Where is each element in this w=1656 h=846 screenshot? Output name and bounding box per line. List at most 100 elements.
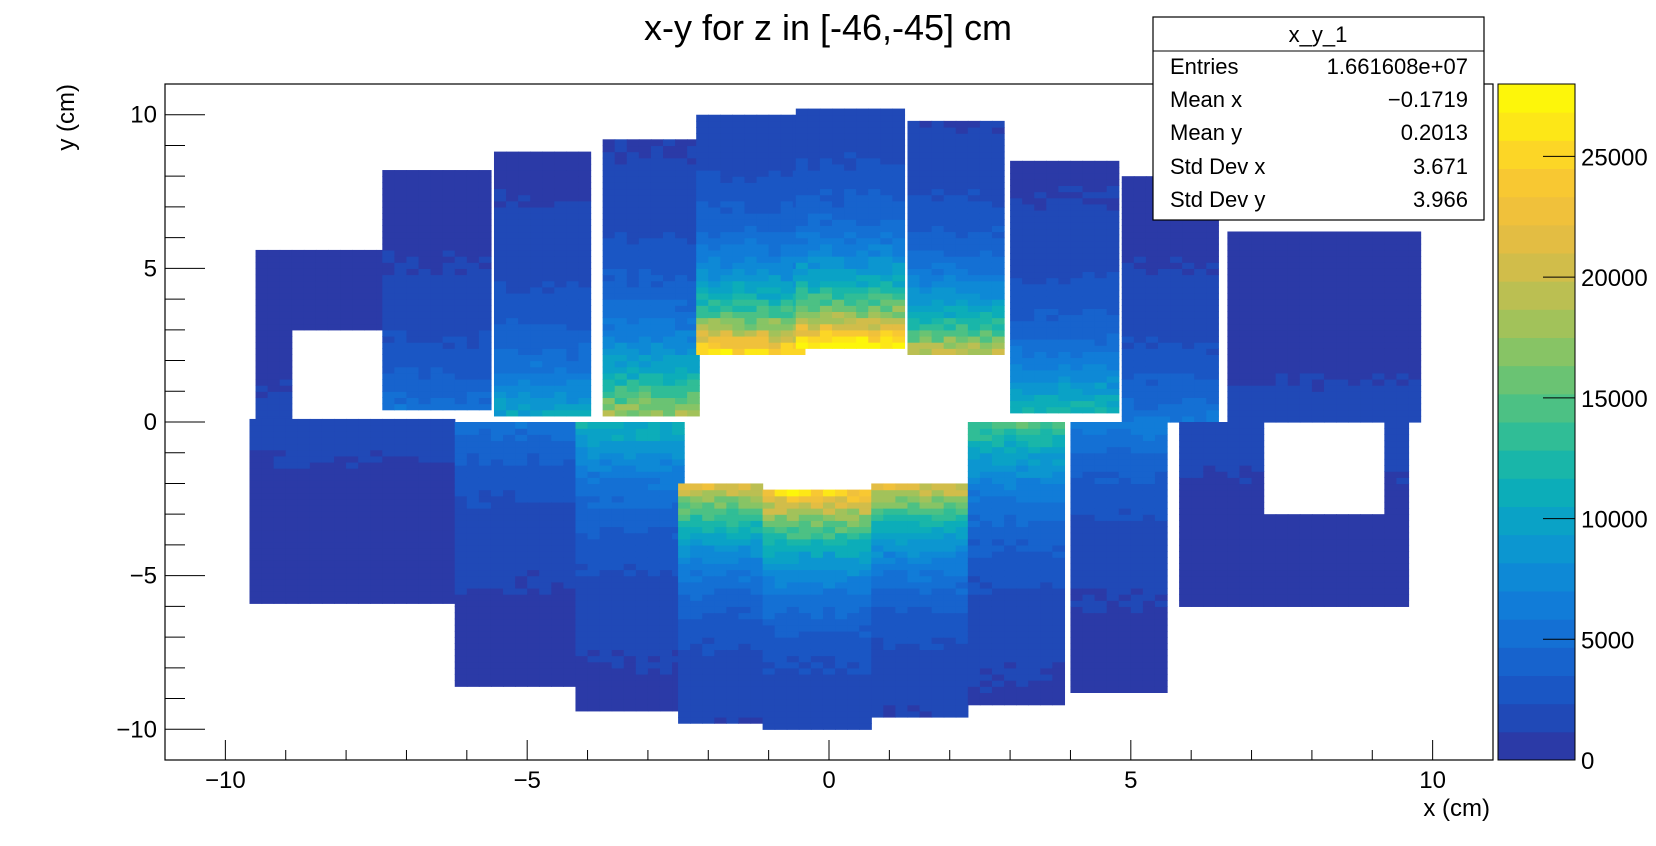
heatmap-cell bbox=[659, 698, 673, 706]
heatmap-cell bbox=[303, 262, 317, 269]
heatmap-cell bbox=[647, 452, 661, 460]
heatmap-cell bbox=[506, 311, 519, 319]
heatmap-cell bbox=[478, 366, 492, 374]
heatmap-cell bbox=[991, 200, 1005, 208]
heatmap-cell bbox=[1396, 409, 1410, 417]
heatmap-cell bbox=[518, 292, 531, 300]
heatmap-cell bbox=[967, 151, 981, 159]
heatmap-cell bbox=[539, 520, 552, 528]
heatmap-cell bbox=[394, 486, 408, 494]
heatmap-cell bbox=[542, 354, 555, 362]
heatmap-cell bbox=[1058, 179, 1072, 186]
heatmap-cell bbox=[587, 667, 601, 675]
heatmap-cell bbox=[599, 422, 613, 429]
heatmap-cell bbox=[807, 213, 821, 220]
heatmap-cell bbox=[587, 563, 601, 571]
heatmap-cell bbox=[659, 446, 673, 454]
heatmap-cell bbox=[478, 483, 492, 491]
heatmap-cell bbox=[1133, 237, 1147, 245]
heatmap-cell bbox=[1372, 329, 1385, 337]
heatmap-cell bbox=[943, 133, 957, 140]
heatmap-cell bbox=[454, 587, 468, 595]
heatmap-cell bbox=[394, 231, 408, 239]
heatmap-cell bbox=[530, 194, 543, 202]
heatmap-cell bbox=[503, 612, 516, 620]
heatmap-cell bbox=[370, 554, 383, 561]
heatmap-cell bbox=[647, 643, 661, 650]
heatmap-cell bbox=[358, 517, 371, 524]
heatmap-cell bbox=[907, 133, 921, 140]
heatmap-cell bbox=[442, 498, 456, 506]
heatmap-cell bbox=[430, 176, 444, 183]
heatmap-cell bbox=[1133, 335, 1147, 343]
heatmap-cell bbox=[1206, 329, 1219, 337]
heatmap-cell bbox=[1058, 406, 1072, 414]
heatmap-cell bbox=[744, 194, 758, 202]
heatmap-cell bbox=[515, 673, 528, 681]
heatmap-cell bbox=[672, 452, 685, 460]
heatmap-cell bbox=[880, 176, 893, 183]
heatmap-cell bbox=[726, 612, 740, 620]
heatmap-cell bbox=[1299, 372, 1313, 380]
heatmap-cell bbox=[563, 428, 577, 435]
heatmap-cell bbox=[315, 317, 329, 325]
heatmap-cell bbox=[539, 637, 552, 644]
heatmap-cell bbox=[623, 692, 637, 700]
heatmap-cell bbox=[880, 151, 893, 159]
heatmap-cell bbox=[599, 649, 613, 657]
heatmap-cell bbox=[454, 483, 468, 491]
heatmap-cell bbox=[454, 655, 468, 663]
heatmap-cell bbox=[756, 311, 770, 319]
heatmap-cell bbox=[623, 686, 637, 693]
heatmap-cell bbox=[334, 535, 347, 543]
heatmap-cell bbox=[551, 581, 564, 589]
heatmap-cell bbox=[1408, 360, 1422, 368]
heatmap-cell bbox=[442, 231, 456, 239]
heatmap-cell bbox=[1251, 342, 1265, 349]
heatmap-cell bbox=[943, 256, 957, 263]
heatmap-cell bbox=[663, 231, 676, 239]
heatmap-cell bbox=[1046, 394, 1059, 402]
heatmap-cell bbox=[539, 606, 552, 614]
heatmap-cell bbox=[1034, 302, 1047, 309]
heatmap-cell bbox=[1133, 206, 1147, 214]
heatmap-cell bbox=[382, 188, 395, 196]
heatmap-cell bbox=[1058, 277, 1072, 285]
heatmap-cell bbox=[490, 630, 504, 638]
heatmap-cell bbox=[1058, 197, 1072, 205]
heatmap-cell bbox=[844, 225, 857, 233]
heatmap-cell bbox=[726, 643, 740, 650]
heatmap-cell bbox=[587, 630, 601, 638]
heatmap-cell bbox=[1022, 369, 1035, 377]
heatmap-cell bbox=[1034, 209, 1047, 217]
heatmap-cell bbox=[554, 170, 568, 177]
heatmap-cell bbox=[611, 551, 625, 558]
heatmap-cell bbox=[955, 163, 969, 171]
heatmap-cell bbox=[780, 348, 794, 355]
heatmap-cell bbox=[1157, 305, 1171, 312]
heatmap-cell bbox=[1070, 173, 1084, 180]
heatmap-cell bbox=[261, 511, 275, 518]
heatmap-cell bbox=[1058, 173, 1072, 180]
heatmap-cell bbox=[1372, 409, 1385, 417]
heatmap-cell bbox=[1384, 409, 1398, 417]
heatmap-cell bbox=[1182, 409, 1195, 417]
heatmap-cell bbox=[406, 342, 420, 349]
heatmap-cell bbox=[478, 348, 492, 355]
heatmap-cell bbox=[358, 597, 371, 604]
heatmap-cell bbox=[663, 385, 676, 392]
heatmap-cell bbox=[490, 483, 504, 491]
heatmap-cell bbox=[659, 544, 673, 552]
heatmap-cell bbox=[931, 311, 945, 319]
heatmap-cell bbox=[551, 606, 564, 614]
heatmap-cell bbox=[979, 219, 993, 226]
heatmap-cell bbox=[1311, 323, 1325, 331]
heatmap-cell bbox=[1070, 296, 1084, 303]
heatmap-cell bbox=[255, 372, 269, 380]
heatmap-cell bbox=[506, 409, 519, 417]
heatmap-cell bbox=[490, 624, 504, 632]
heatmap-cell bbox=[768, 219, 782, 226]
heatmap-cell bbox=[566, 305, 580, 312]
heatmap-cell bbox=[819, 182, 833, 190]
